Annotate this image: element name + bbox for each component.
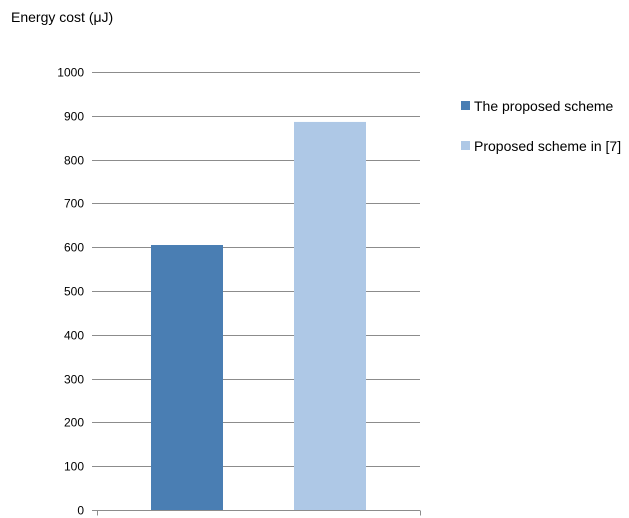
y-axis-title: Energy cost (μJ) bbox=[11, 9, 113, 25]
y-tick-label: 500 bbox=[64, 285, 84, 299]
bar-series-1 bbox=[151, 245, 223, 510]
y-axis-ticks: 0 100 200 300 400 500 600 700 800 900 1000 bbox=[57, 66, 84, 518]
y-tick-label: 100 bbox=[64, 460, 84, 474]
bars bbox=[151, 121, 366, 510]
gridlines bbox=[92, 72, 421, 516]
legend-label: Proposed scheme in [7] bbox=[474, 138, 621, 154]
bar-series-2 bbox=[294, 121, 366, 510]
y-tick-label: 1000 bbox=[57, 66, 84, 80]
y-tick-label: 800 bbox=[64, 154, 84, 168]
y-tick-label: 0 bbox=[77, 504, 84, 518]
legend-swatch bbox=[461, 141, 470, 150]
y-tick-label: 700 bbox=[64, 197, 84, 211]
y-tick-label: 400 bbox=[64, 329, 84, 343]
y-tick-label: 900 bbox=[64, 110, 84, 124]
legend-label: The proposed scheme bbox=[474, 98, 614, 114]
y-tick-label: 600 bbox=[64, 241, 84, 255]
legend-swatch bbox=[461, 101, 470, 110]
legend: The proposed scheme Proposed scheme in [7… bbox=[461, 98, 621, 154]
y-tick-label: 300 bbox=[64, 373, 84, 387]
y-tick-label: 200 bbox=[64, 416, 84, 430]
